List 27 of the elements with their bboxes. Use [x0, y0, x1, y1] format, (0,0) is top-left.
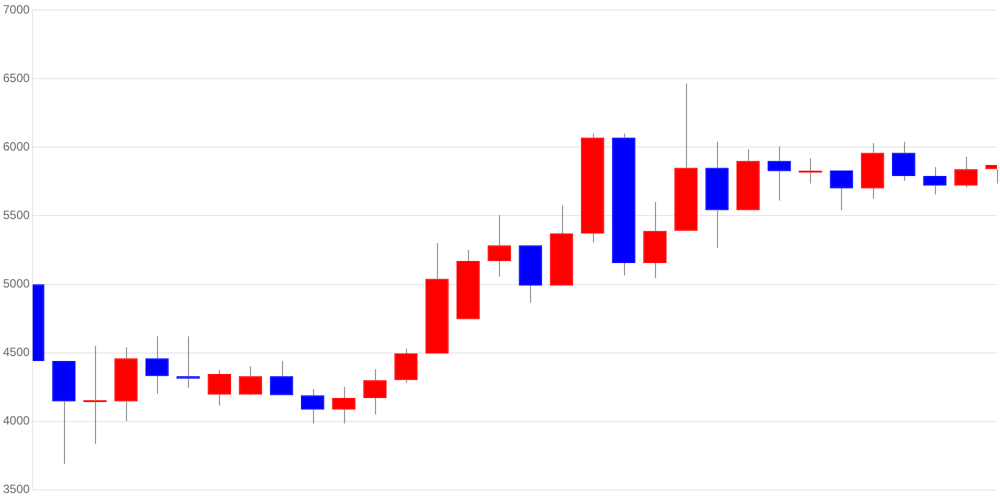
candlestick [332, 386, 356, 424]
candlestick [363, 368, 387, 415]
candlestick [176, 336, 200, 388]
y-tick-label: 4000 [2, 414, 30, 428]
candlestick [238, 366, 262, 395]
candlestick [394, 348, 418, 384]
y-tick-label: 4500 [2, 345, 30, 360]
candlestick [643, 202, 666, 279]
candlestick [923, 166, 946, 196]
candlestick [145, 336, 169, 394]
y-tick-label: 6500 [2, 71, 30, 86]
candlestick [208, 369, 231, 406]
y-tick-label: 7000 [2, 2, 30, 17]
y-tick-label: 6000 [2, 140, 30, 154]
y-tick-label: 5500 [2, 208, 30, 222]
candlestick [488, 214, 511, 278]
candlestick [860, 142, 884, 200]
candlestick [300, 388, 324, 424]
candlestick [892, 141, 916, 182]
candlestick [580, 133, 604, 243]
candlestick [954, 156, 978, 188]
y-tick-label: 5000 [2, 276, 30, 291]
candlestick [114, 346, 138, 422]
candlestick [705, 141, 729, 248]
y-tick-label: 3500 [2, 482, 30, 496]
candlestick [612, 133, 636, 276]
candlestick [768, 146, 791, 202]
